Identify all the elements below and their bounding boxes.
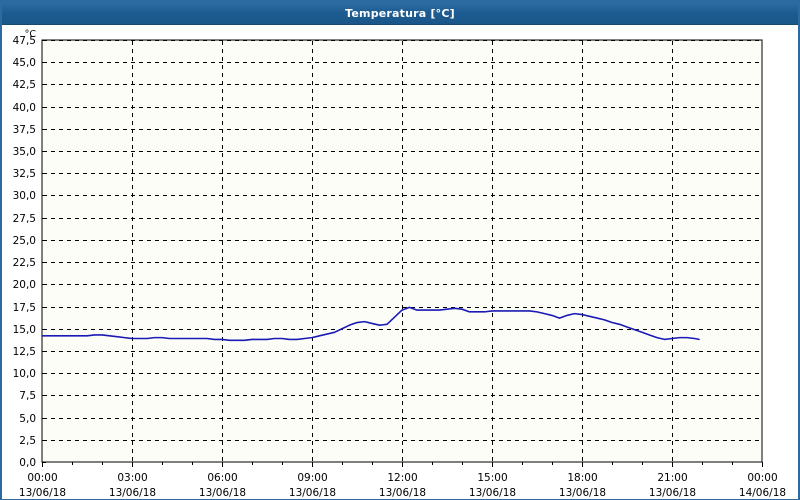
y-tick-label: 0,0 [19, 457, 36, 469]
y-tick-label: 2,5 [19, 435, 36, 447]
x-tick-time-label: 00:00 [747, 472, 777, 484]
y-tick-label: 12,5 [13, 346, 36, 358]
x-tick-time-label: 06:00 [207, 472, 237, 484]
x-tick-date-label: 13/06/18 [649, 487, 696, 499]
window-titlebar: Temperatura [°C] [2, 2, 798, 25]
y-tick-label: 7,5 [19, 390, 36, 402]
chart-plot-container: 47,5 45,0 42,5 40,0 37,5 35,0 32,5 30,0 27,5 25,0… [2, 25, 798, 499]
y-tick-label: 32,5 [13, 168, 36, 180]
x-tick-date-label: 13/06/18 [469, 487, 516, 499]
plot-frame [41, 39, 763, 463]
x-tick-time-label: 21:00 [657, 472, 687, 484]
y-tick-label: 45,0 [13, 57, 36, 69]
y-tick-label: 15,0 [13, 324, 36, 336]
temperature-line-chart: 47,5 45,0 42,5 40,0 37,5 35,0 32,5 30,0 27,5 25,0… [13, 29, 786, 499]
y-tick-label: 35,0 [13, 146, 36, 158]
y-tick-label: 27,5 [13, 213, 36, 225]
x-tick-date-label: 13/06/18 [289, 487, 336, 499]
y-tick-label: 42,5 [13, 79, 36, 91]
x-tick-time-label: 09:00 [297, 472, 327, 484]
x-tick-time-label: 00:00 [27, 472, 57, 484]
y-axis-tick-labels: 47,5 45,0 42,5 40,0 37,5 35,0 32,5 30,0 27,5 25,0… [13, 35, 36, 469]
y-tick-label: 17,5 [13, 302, 36, 314]
temperature-series-line [41, 306, 700, 342]
y-tick-label: 10,0 [13, 368, 36, 380]
x-tick-date-label: 13/06/18 [109, 487, 156, 499]
x-tick-time-label: 15:00 [477, 472, 507, 484]
x-tick-time-label: 03:00 [117, 472, 147, 484]
x-tick-date-label: 14/06/18 [739, 487, 786, 499]
x-tick-time-label: 18:00 [567, 472, 597, 484]
y-axis-unit-label: °C [25, 29, 37, 40]
y-tick-label: 40,0 [13, 102, 36, 114]
window-title: Temperatura [°C] [345, 6, 455, 20]
y-tick-label: 22,5 [13, 257, 36, 269]
y-tick-label: 30,0 [13, 190, 36, 202]
x-axis-tick-labels: 00:00 13/06/18 03:00 13/06/18 06:00 13/06/18 0… [19, 472, 786, 499]
y-tick-label: 20,0 [13, 279, 36, 291]
x-tick-date-label: 13/06/18 [559, 487, 606, 499]
x-tick-date-label: 13/06/18 [379, 487, 426, 499]
y-tick-label: 47,5 [13, 35, 36, 47]
y-tick-label: 37,5 [13, 124, 36, 136]
x-gridlines [42, 41, 763, 467]
x-tick-time-label: 12:00 [387, 472, 417, 484]
x-tick-date-label: 13/06/18 [19, 487, 66, 499]
y-tick-label: 25,0 [13, 235, 36, 247]
x-tick-date-label: 13/06/18 [199, 487, 246, 499]
y-tick-label: 5,0 [19, 413, 36, 425]
